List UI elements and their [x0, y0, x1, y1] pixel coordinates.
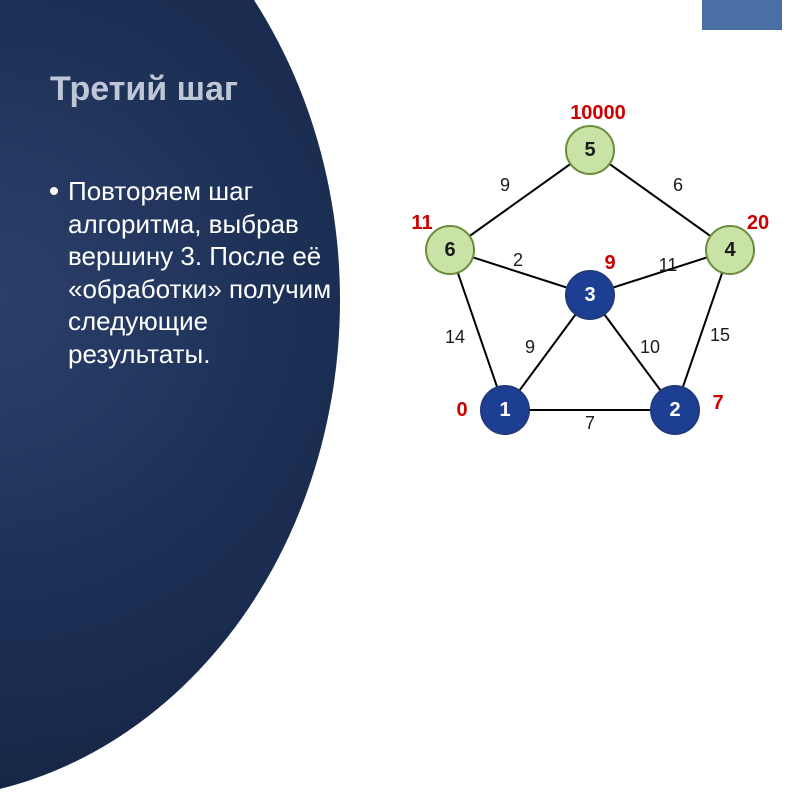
- node-distance: 10000: [570, 102, 626, 124]
- node-label: 5: [584, 139, 595, 161]
- edge-weight: 15: [710, 325, 730, 345]
- node-label: 4: [724, 239, 736, 261]
- graph-edge: [450, 150, 590, 250]
- slide-body: Повторяем шаг алгоритма, выбрав вершину …: [50, 175, 340, 370]
- graph-diagram: 7914101511269123456079201000011: [400, 95, 780, 465]
- node-distance: 9: [604, 252, 615, 274]
- node-label: 3: [584, 284, 595, 306]
- bullet-text: Повторяем шаг алгоритма, выбрав вершину …: [68, 175, 340, 370]
- node-distance: 20: [747, 212, 769, 234]
- slide-title: Третий шаг: [50, 70, 238, 109]
- edge-weight: 2: [513, 250, 523, 270]
- node-label: 6: [444, 239, 455, 261]
- node-label: 2: [669, 399, 680, 421]
- edge-weight: 7: [585, 413, 595, 433]
- edge-weight: 11: [659, 255, 678, 275]
- accent-bar: [702, 0, 782, 30]
- background-arc: [0, 0, 340, 800]
- bullet-item: Повторяем шаг алгоритма, выбрав вершину …: [50, 175, 340, 370]
- bullet-dot-icon: [50, 187, 58, 195]
- edge-weight: 14: [445, 327, 465, 347]
- node-distance: 11: [411, 212, 432, 234]
- node-distance: 7: [712, 392, 723, 414]
- edge-weight: 9: [500, 175, 510, 195]
- graph-edge: [590, 150, 730, 250]
- slide: Третий шаг Повторяем шаг алгоритма, выбр…: [0, 0, 800, 600]
- node-label: 1: [499, 399, 510, 421]
- edge-weight: 10: [640, 337, 660, 357]
- node-distance: 0: [456, 399, 467, 421]
- edge-weight: 9: [525, 337, 535, 357]
- edge-weight: 6: [673, 175, 683, 195]
